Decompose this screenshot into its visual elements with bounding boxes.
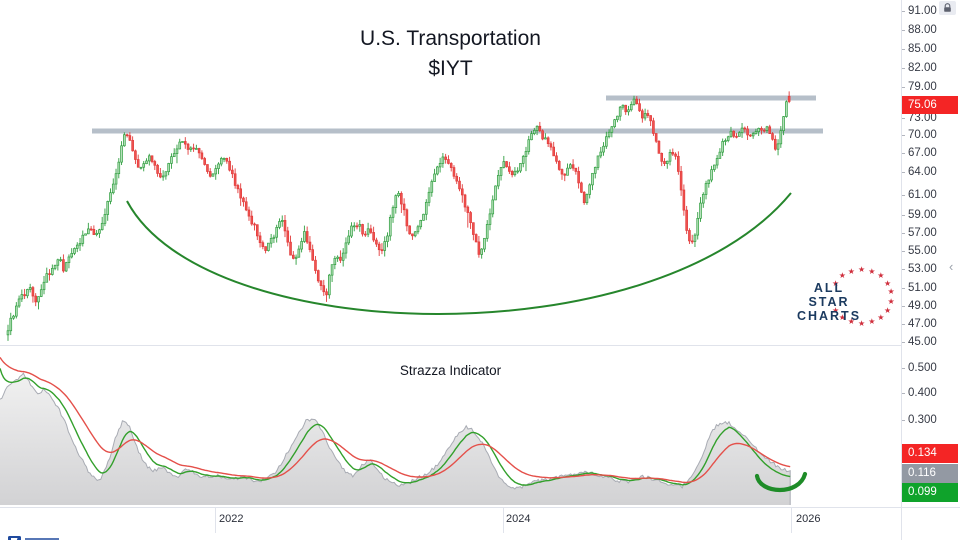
price-tick-label: 79.00 — [902, 80, 937, 94]
logo-star-icon: ★ — [868, 317, 876, 327]
chart-title-line1: U.S. Transportation — [360, 27, 541, 50]
price-tick-label: 82.00 — [902, 61, 937, 75]
rounding-bottom-arc — [126, 192, 792, 315]
price-tick-label: 91.00 — [902, 4, 937, 18]
indicator-badge-gray: 0.116 — [902, 464, 958, 483]
price-tick-label: 53.00 — [902, 262, 937, 276]
indicator-tick-label: 0.300 — [902, 413, 937, 427]
price-tick-label: 64.00 — [902, 165, 937, 179]
allstarcharts-logo: ★ ★ ★ ★ ★ ★ ★ ★ ★ ★ ★ ★ ★ ★ ★ ★ ALL STAR CHARTS — [795, 266, 899, 330]
price-tick-label: 61.00 — [902, 188, 937, 202]
indicator-swoosh-arc — [754, 471, 808, 492]
logo-star-icon: ★ — [868, 266, 876, 276]
last-price-badge: 75.06 — [902, 96, 958, 114]
year-label: 2026 — [796, 513, 821, 525]
price-tick-label: 67.00 — [902, 146, 937, 160]
logo-star-icon: ★ — [858, 319, 866, 328]
price-axis-border — [901, 0, 902, 540]
indicator-tick-label: 0.500 — [902, 361, 937, 375]
price-tick-label: 55.00 — [902, 244, 937, 258]
price-tick-label: 47.00 — [902, 317, 937, 331]
cutoff-pane-legend — [452, 536, 512, 540]
logo-star-icon: ★ — [832, 278, 840, 288]
collapse-chevron-icon[interactable]: ‹ — [949, 259, 954, 274]
logo-star-icon: ★ — [858, 265, 866, 274]
indicator-title: Strazza Indicator — [399, 363, 502, 378]
price-tick-label: 49.00 — [902, 299, 937, 313]
price-tick-label: 70.00 — [902, 128, 937, 142]
chart-title-symbol: $IYT — [428, 57, 473, 80]
tradingview-logo-cutoff[interactable] — [8, 531, 128, 540]
resistance-line — [606, 95, 816, 101]
logo-star-icon: ★ — [838, 312, 846, 322]
logo-line2: CHARTS — [796, 309, 862, 323]
logo-star-icon: ★ — [847, 266, 855, 276]
price-tick-label: 51.00 — [902, 281, 937, 295]
year-separator — [215, 508, 216, 533]
candlestick-series — [6, 91, 791, 341]
chart-title: U.S. Transportation $IYT — [0, 24, 901, 84]
price-tick-label: 45.00 — [902, 335, 937, 349]
logo-star-icon: ★ — [838, 271, 846, 281]
logo-star-icon: ★ — [877, 271, 885, 281]
indicator-tick-label: 0.400 — [902, 386, 937, 400]
price-tick-label: 59.00 — [902, 208, 937, 222]
year-separator — [503, 508, 504, 533]
year-label: 2024 — [506, 513, 531, 525]
indicator-badge-red: 0.134 — [902, 444, 958, 463]
indicator-line-red — [0, 357, 791, 484]
logo-star-icon: ★ — [847, 317, 855, 327]
resistance-line — [92, 128, 823, 134]
logo-star-icon: ★ — [877, 312, 885, 322]
year-separator — [791, 508, 792, 533]
strazza-indicator-pane — [0, 357, 808, 505]
pane-divider[interactable] — [0, 345, 901, 346]
time-axis-border — [0, 507, 960, 508]
year-label: 2022 — [219, 513, 244, 525]
indicator-badge-green: 0.099 — [902, 483, 958, 502]
logo-star-icon: ★ — [883, 278, 892, 288]
price-tick-label: 88.00 — [902, 23, 937, 37]
lock-icon[interactable] — [939, 1, 956, 15]
logo-star-icon: ★ — [883, 305, 892, 315]
price-pane — [6, 91, 823, 341]
logo-line1: ALL STAR — [808, 281, 850, 309]
logo-star-icon: ★ — [887, 296, 895, 306]
logo-star-icon: ★ — [887, 287, 895, 297]
indicator-area-fill — [0, 373, 791, 505]
price-tick-label: 57.00 — [902, 226, 937, 240]
price-tick-label: 85.00 — [902, 42, 937, 56]
indicator-area-outline — [0, 372, 791, 505]
price-tick-label: 73.00 — [902, 111, 937, 125]
logo-text: ALL STAR CHARTS — [795, 281, 863, 323]
logo-star-icon: ★ — [832, 305, 840, 315]
